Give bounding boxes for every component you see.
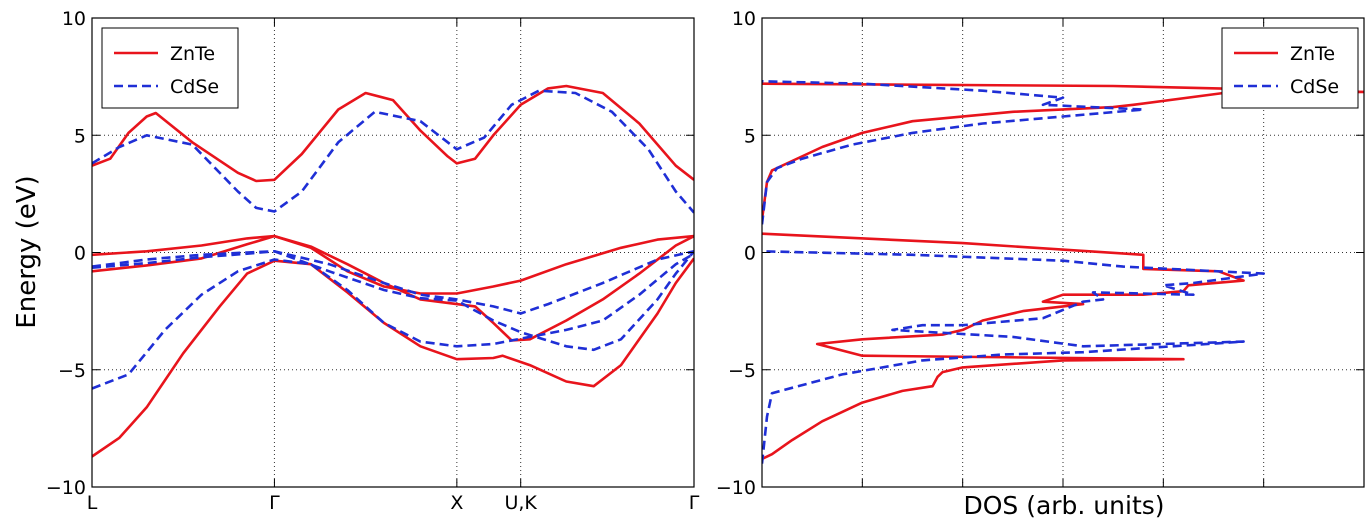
y-tick-label: 10 [732,8,756,30]
legend: ZnTe CdSe [101,27,239,109]
legend-box [1221,27,1359,109]
x-tick-label: X [450,492,463,514]
x-tick-label: L [87,492,98,514]
y-tick-label: −10 [46,477,86,499]
series-line-znte-2 [92,234,694,295]
series-line-znte-4 [92,84,694,183]
y-tick-label: 10 [62,8,86,30]
y-tick-label: −5 [728,360,756,382]
band-structure-panel: −10 −5 0 5 10 L Γ X U,K Γ ZnTe CdSe [46,8,700,514]
series-line-znte-1 [762,232,1245,461]
series-line-cdse-1 [762,250,1265,464]
series-line-cdse-1 [92,252,694,390]
legend-label-cdse: CdSe [1290,76,1339,98]
y-tick-label: 0 [744,243,756,265]
legend-label-cdse: CdSe [170,76,219,98]
y-tick-label: −10 [716,477,756,499]
y-tick-label: 5 [74,125,86,147]
x-tick-label: Γ [269,492,280,514]
legend-label-znte: ZnTe [170,43,215,65]
x-tick-label: U,K [504,492,537,514]
series-group [92,84,694,458]
x-tick-label: Γ [689,492,700,514]
series-line-cdse-4 [92,89,694,214]
legend: ZnTe CdSe [1221,27,1359,109]
legend-box [101,27,239,109]
y-axis-label: Energy (eV) [12,175,42,328]
legend-label-znte: ZnTe [1290,43,1335,65]
series-line-znte-3 [92,234,694,342]
dos-x-axis-label: DOS (arb. units) [963,491,1164,520]
series-line-cdse-2 [762,80,1145,225]
series-line-znte-1 [92,257,694,458]
y-tick-label: 5 [744,125,756,147]
y-tick-label: −5 [58,360,86,382]
series-line-cdse-2 [92,250,694,315]
series-line-cdse-3 [92,250,694,352]
y-tick-label: 0 [74,243,86,265]
dos-panel: −10 −5 0 5 10 ZnTe CdSe [716,8,1365,499]
